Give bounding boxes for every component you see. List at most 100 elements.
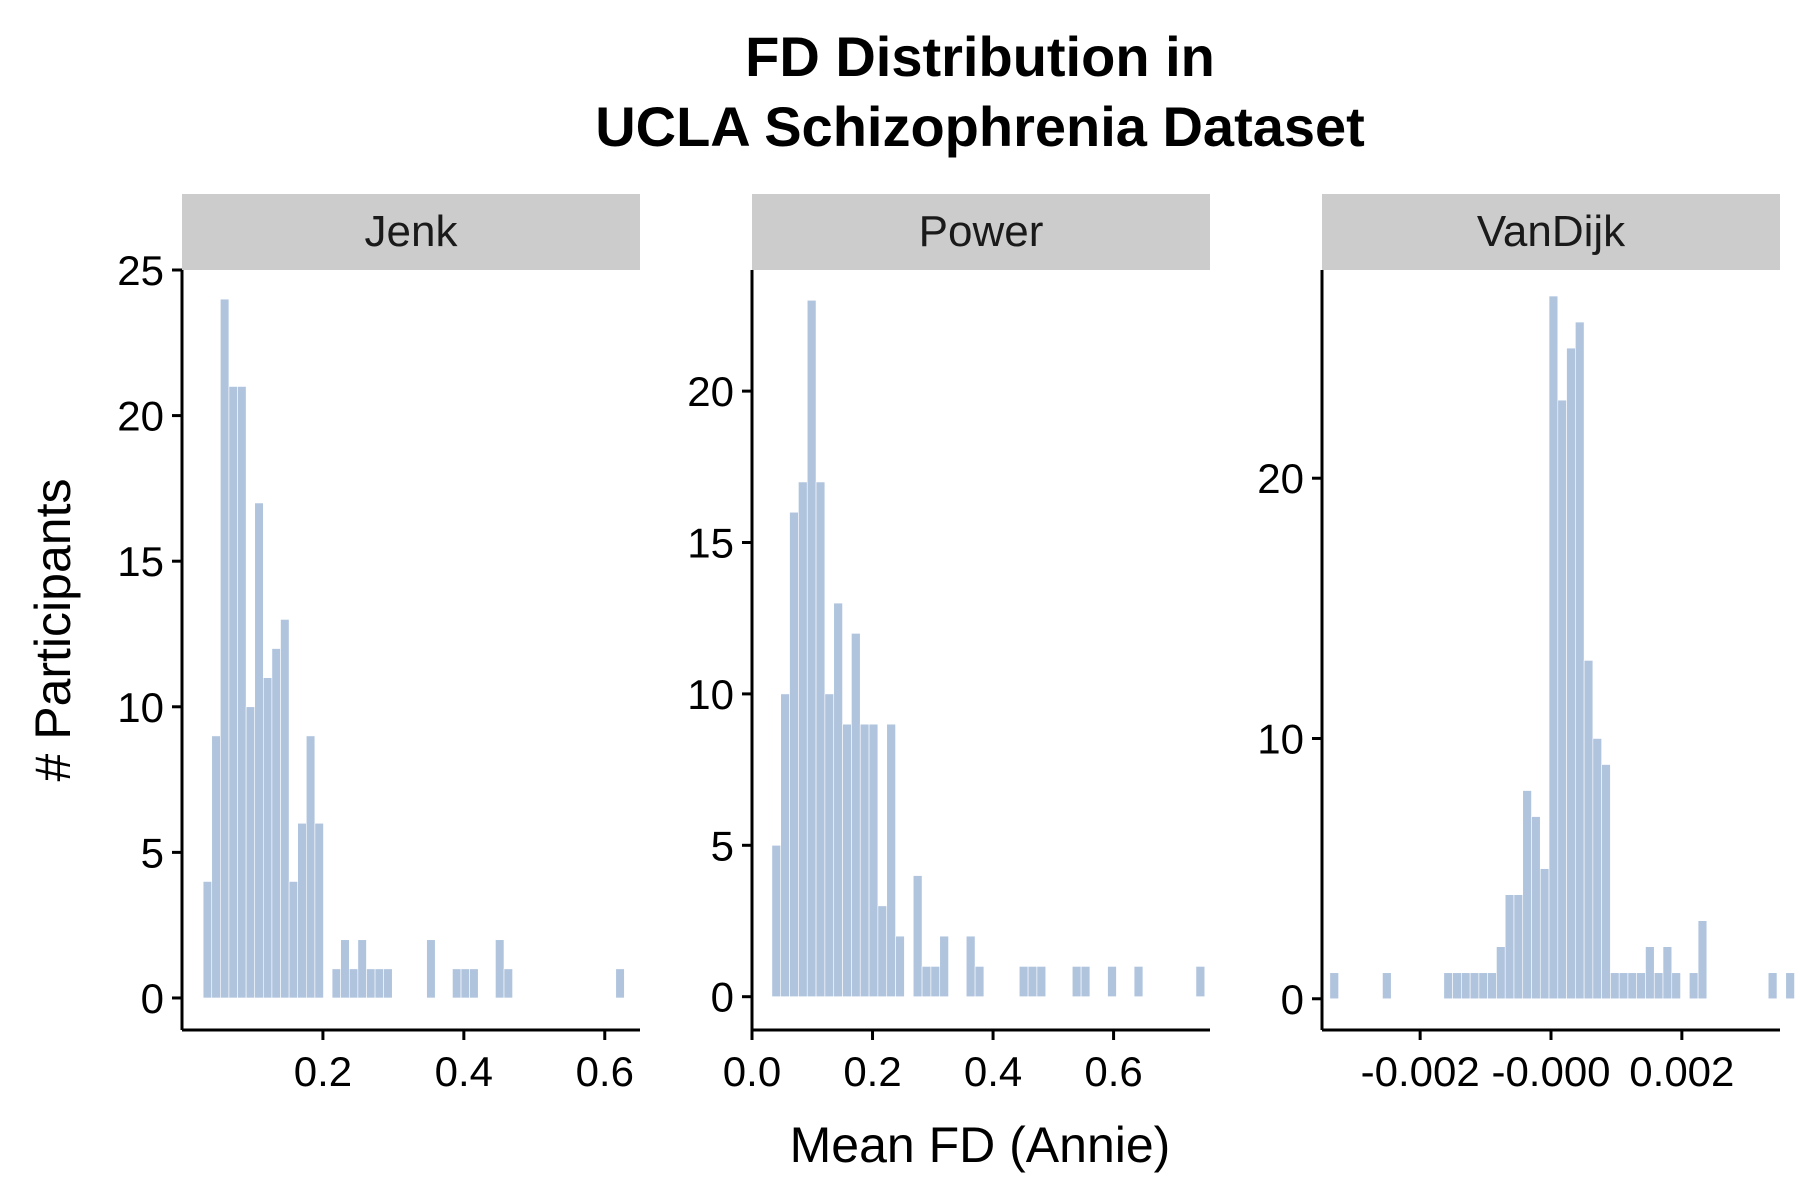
- y-tick-label: 10: [1257, 715, 1304, 762]
- histogram-bar: [1382, 972, 1392, 1000]
- facet-strip-label: Jenk: [365, 207, 459, 256]
- facet-strip-label: VanDijk: [1477, 207, 1626, 256]
- histogram-bar: [1487, 972, 1497, 1000]
- histogram-bar: [886, 723, 896, 997]
- histogram-bar: [930, 966, 941, 997]
- histogram-bar: [615, 968, 625, 999]
- histogram-bar: [383, 968, 393, 999]
- histogram-bar: [1443, 972, 1453, 1000]
- histogram-bar: [1618, 972, 1629, 1000]
- facet-strip: [1322, 194, 1780, 270]
- histogram-bar: [842, 723, 852, 997]
- histogram-bar: [1478, 972, 1488, 1000]
- histogram-bar: [1583, 660, 1594, 1000]
- y-tick-label: 0: [1281, 976, 1304, 1023]
- y-tick-label: 25: [117, 247, 164, 294]
- y-tick-label: 10: [687, 671, 734, 718]
- histogram-bar: [851, 633, 861, 997]
- chart-title-line-1: FD Distribution in: [745, 25, 1215, 88]
- histogram-bar: [1689, 972, 1699, 1000]
- histogram-bar: [495, 939, 505, 999]
- x-tick-label: 0.6: [1084, 1048, 1142, 1095]
- histogram-bar: [1071, 966, 1082, 997]
- histogram-bar: [220, 298, 230, 999]
- histogram-bar: [1662, 946, 1673, 1000]
- histogram-bar: [859, 723, 870, 997]
- y-tick-label: 15: [687, 520, 734, 567]
- x-tick-label: 0.0: [723, 1048, 781, 1095]
- y-tick-label: 0: [711, 974, 734, 1021]
- histogram-bar: [314, 822, 324, 999]
- histogram-bar: [798, 481, 808, 997]
- histogram-bar: [460, 968, 470, 999]
- x-tick-label: 0.2: [843, 1048, 901, 1095]
- histogram-bar: [1539, 868, 1550, 1000]
- histogram-bar: [1107, 966, 1117, 997]
- x-tick-label: 0.4: [435, 1048, 493, 1095]
- histogram-bar: [939, 935, 949, 998]
- y-tick-label: 10: [117, 684, 164, 731]
- histogram-bar: [263, 677, 273, 999]
- panel-vandijk: VanDijk 0 10 20 -0.002 -0.000 0.002: [1257, 194, 1795, 1095]
- histogram-bar: [1018, 966, 1029, 997]
- histogram-bar: [815, 481, 826, 997]
- histogram-bar: [245, 706, 256, 999]
- histogram-bar: [1461, 972, 1471, 1000]
- histogram-bar: [1671, 972, 1681, 1000]
- histogram-bar: [202, 881, 213, 999]
- histogram-bar: [305, 735, 316, 999]
- histogram-bar: [965, 935, 976, 998]
- y-tick-label: 20: [687, 368, 734, 415]
- histogram-bar: [297, 822, 307, 999]
- histogram-bar: [912, 875, 923, 998]
- histogram-bar: [780, 693, 790, 997]
- histogram-bar: [1027, 966, 1038, 997]
- histogram-bar: [1592, 738, 1602, 1000]
- histogram-bar: [1627, 972, 1638, 1000]
- histogram-bar: [824, 693, 835, 997]
- histogram-bar: [228, 386, 238, 999]
- y-tick-label: 5: [711, 822, 734, 869]
- histogram-bar: [254, 502, 264, 999]
- histogram-bar: [1080, 966, 1091, 997]
- histogram-bar: [1504, 894, 1515, 1000]
- histogram-bar: [1531, 816, 1541, 1000]
- histogram-bar: [1452, 972, 1462, 1000]
- histogram-bar: [1133, 966, 1144, 997]
- histogram-bar: [1610, 972, 1620, 1000]
- y-tick-label: 0: [141, 975, 164, 1022]
- histogram-bar: [1329, 972, 1339, 1000]
- x-tick-label: 0.6: [576, 1048, 634, 1095]
- histogram-bar: [974, 966, 985, 997]
- x-tick-label: 0.2: [294, 1048, 352, 1095]
- chart-title-line-2: UCLA Schizophrenia Dataset: [595, 95, 1365, 158]
- histogram-bar: [340, 939, 350, 999]
- histogram-bar: [877, 905, 888, 997]
- histogram-bar: [1557, 399, 1567, 1000]
- histogram-bar: [1469, 972, 1480, 1000]
- histogram-bar: [1513, 894, 1524, 1000]
- histogram-bar: [1036, 966, 1047, 997]
- panel-jenk: Jenk 0 5 10 15 20 25 0.2 0.4 0.6: [117, 194, 640, 1095]
- histogram-bar: [1575, 321, 1585, 1000]
- histogram-bar: [789, 511, 799, 997]
- histogram-bar: [348, 968, 359, 999]
- x-tick-label: 0.4: [964, 1048, 1022, 1095]
- histogram-bar: [469, 968, 479, 999]
- panel-power: Power 0 5 10 15 20 0.0 0.2 0.4 0.6: [687, 194, 1210, 1095]
- histogram-bar: [288, 881, 299, 999]
- x-tick-label: 0.002: [1629, 1048, 1734, 1095]
- x-tick-label: -0.002: [1361, 1048, 1480, 1095]
- histogram-bar: [280, 619, 290, 999]
- histogram-bar: [366, 968, 376, 999]
- y-tick-label: 5: [141, 829, 164, 876]
- histogram-bar: [1645, 946, 1655, 1000]
- facet-strip: [182, 194, 640, 270]
- histogram-bar: [1767, 972, 1778, 1000]
- histogram-bar: [868, 723, 879, 997]
- histogram-bar: [1636, 972, 1646, 1000]
- histogram-bar: [1522, 790, 1532, 1000]
- histogram-bar: [426, 939, 436, 999]
